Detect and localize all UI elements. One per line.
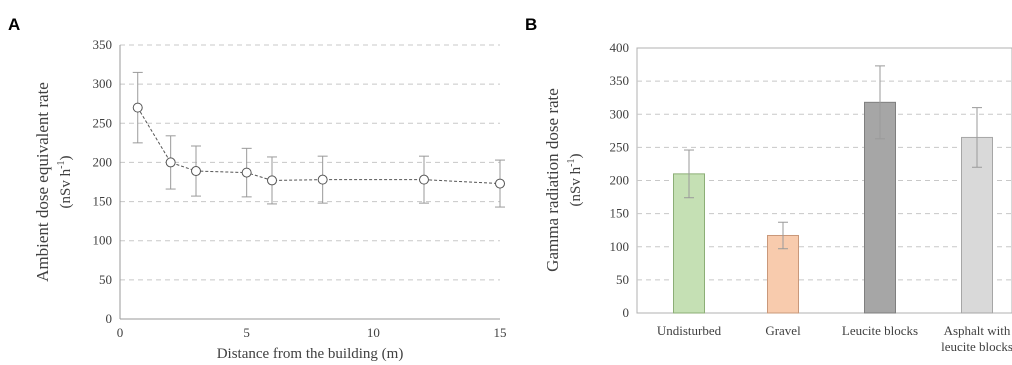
panel-a-y-tick-label: 300 [93,76,113,91]
panel-b-y-unit-sup: -1 [566,159,577,167]
panel-b-y-tick-label: 150 [610,206,630,221]
panel-b-x-tick-label: Gravel [765,323,801,338]
panel-a-gridlines [120,44,500,281]
panel-a-data-point [165,157,176,168]
panel-a-y-tick-label: 50 [99,272,112,287]
panel-b-x-tick-labels: Undisturbed Gravel Leucite blocks Asphalt w… [657,323,1012,354]
panel-a-error-bars [132,71,505,208]
panel-b-y-tick-labels: 0 50 100 150 200 250 300 350 400 [610,40,630,320]
panel-a-y-tick-label: 250 [93,115,113,130]
panel-b-y-tick-label: 350 [610,73,630,88]
panel-b-x-tick-label: Asphalt with [944,323,1011,338]
panel-a-data-point [241,167,252,178]
panel-a-y-axis-title: Ambient dose equivalent rate (nSv h-1) [33,82,74,282]
panel-label-b: B [525,15,537,34]
panel-a-x-tick-labels: 0 5 10 15 [117,325,507,340]
panel-a-y-tick-label: 350 [93,37,113,52]
panel-b-x-tick-label: Undisturbed [657,323,722,338]
panel-a-y-tick-label: 150 [93,194,113,209]
panel-b-y-tick-label: 300 [610,106,630,121]
panel-a-data-point [495,178,505,189]
panel-a-chart: 0 50 100 150 200 250 300 350 0 5 10 15 Distance fr… [33,37,507,362]
panel-b-y-tick-label: 200 [610,173,630,188]
panel-b-chart: 0 50 100 150 200 250 300 350 400 Undisturbed Grav… [543,40,1012,354]
panel-a-x-tick-label: 15 [494,325,507,340]
panel-b-y-unit-close: ) [568,154,584,159]
panel-a-data-point [132,102,143,113]
panel-b-y-tick-label: 100 [610,239,630,254]
panel-b-y-tick-label: 50 [616,272,629,287]
panel-a-y-tick-labels: 0 50 100 150 200 250 300 350 [93,37,113,326]
panel-a-y-unit: (nSv h [58,168,74,208]
panel-a-y-tick-label: 0 [106,311,113,326]
panel-a-y-tick-label: 100 [93,233,113,248]
panel-a-y-tick-label: 200 [93,154,113,169]
panel-a-x-axis-title: Distance from the building (m) [217,346,404,362]
panel-b-bars [673,65,993,314]
panel-b-y-unit: (nSv h [568,166,584,206]
panel-b-x-tick-label: leucite blocks [941,339,1012,354]
panel-b-y-tick-label: 250 [610,139,630,154]
panel-b-y-axis-title: Gamma radiation dose rate (nSv h-1) [543,88,584,272]
panel-b-y-tick-label: 400 [610,40,630,55]
panel-a-x-tick-label: 0 [117,325,124,340]
panel-a-y-unit-close: ) [58,156,74,161]
panel-b-x-tick-label: Leucite blocks [842,323,918,338]
panel-a-data-point [419,174,429,185]
panel-b-y-title-line2: (nSv h-1) [566,154,584,207]
panel-a-y-title-line2: (nSv h-1) [56,156,74,209]
panel-a-y-title-line1: Ambient dose equivalent rate [33,82,52,282]
panel-b-y-title-line1: Gamma radiation dose rate [543,88,562,272]
panel-a-data-point [191,166,201,177]
panel-b-y-tick-label: 0 [623,305,630,320]
panel-a-x-tick-label: 5 [243,325,250,340]
panel-a-markers [132,102,505,189]
panel-a-y-unit-sup: -1 [56,161,67,169]
panel-a-data-point [317,174,328,185]
panel-label-a: A [8,15,20,34]
panel-a-data-point [267,175,277,186]
panel-a-x-tick-label: 10 [367,325,380,340]
